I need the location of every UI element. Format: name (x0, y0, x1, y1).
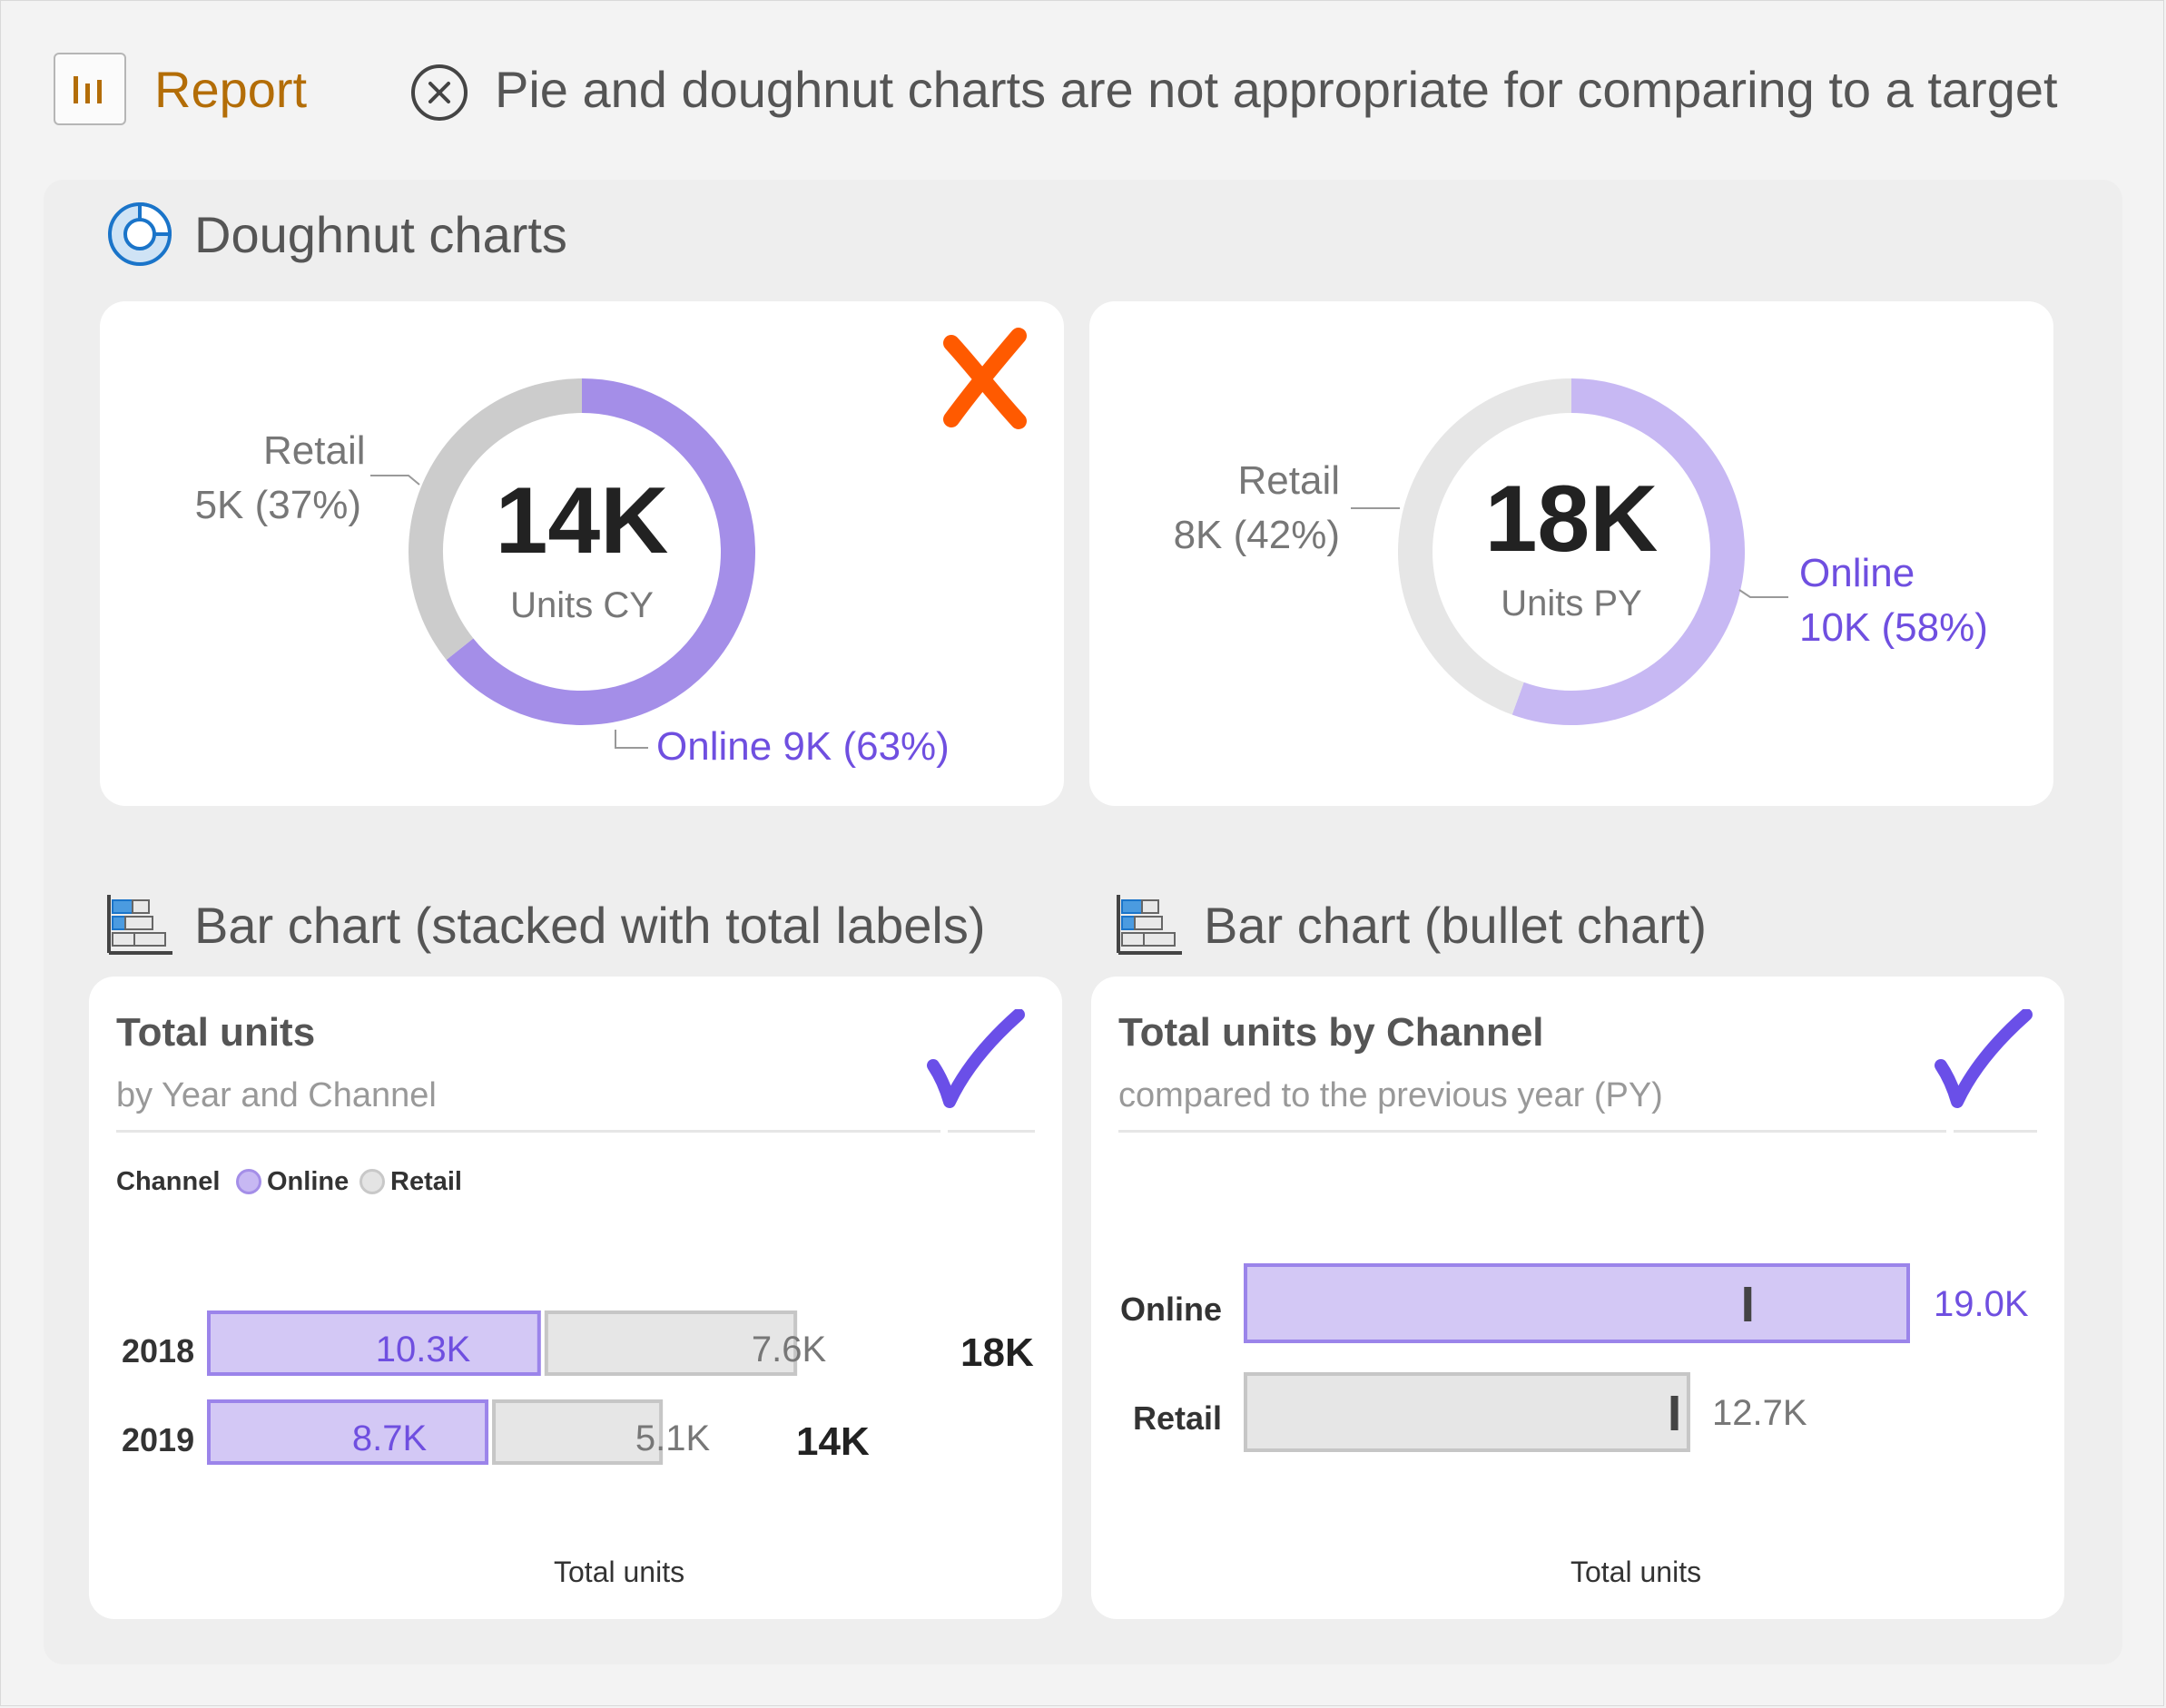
bullet-online-value-label: 19.0K (1934, 1284, 2029, 1324)
legend-retail-label[interactable]: Retail (390, 1167, 462, 1196)
donut-py-retail-value: 8K (42%) (1173, 513, 1340, 557)
stacked-legend-title: Channel (116, 1167, 221, 1196)
donut-cy-online-label: Online 9K (63%) (656, 724, 950, 769)
bar-2019-retail[interactable] (492, 1399, 664, 1465)
stacked-section-title: Bar chart (stacked with total labels) (194, 897, 986, 954)
donut-py-slice-online[interactable] (1511, 378, 1745, 725)
bullet-title-divider (1118, 1130, 1946, 1133)
bullet-axis-title: Total units (1570, 1556, 1702, 1588)
stacked-bar-chart-icon (107, 895, 172, 955)
bullet-bar-retail[interactable] (1244, 1372, 1690, 1452)
stacked-title-divider (116, 1130, 940, 1133)
bar-2019-total-label: 14K (796, 1419, 870, 1464)
donut-cy-slice-online[interactable] (446, 378, 755, 725)
donut-cy-center-label: Units CY (510, 585, 654, 625)
donut-py-online-leader (1738, 589, 1788, 598)
legend-online-label[interactable]: Online (267, 1167, 350, 1196)
bar-2018-retail[interactable] (544, 1310, 798, 1376)
donut-py-online-value: 10K (58%) (1799, 605, 1988, 650)
report-icon[interactable] (54, 53, 126, 125)
bar-2019-online[interactable] (207, 1399, 489, 1465)
doughnut-section-title: Doughnut charts (194, 206, 567, 263)
donut-cy-chart (409, 378, 755, 725)
bullet-bar-online[interactable] (1244, 1263, 1910, 1343)
stacked-bar-card[interactable] (89, 977, 1062, 1619)
bar-2018-online[interactable] (207, 1310, 541, 1376)
bullet-target-marker-retail (1670, 1396, 1679, 1430)
stacked-card-subtitle: by Year and Channel (116, 1076, 437, 1114)
bullet-section-title: Bar chart (bullet chart) (1204, 897, 1707, 954)
stacked-axis-title: Total units (554, 1556, 685, 1588)
bullet-channel-label-online: Online (1120, 1291, 1223, 1328)
donut-py-center-value: 18K (1484, 466, 1659, 572)
bar-chart-icon (74, 76, 102, 103)
stacked-title-divider-right (948, 1130, 1035, 1133)
close-circle-icon (411, 64, 468, 121)
doughnut-chart-icon (108, 201, 172, 266)
donut-cy-retail-name: Retail (263, 428, 366, 473)
bullet-bar-chart-icon (1117, 895, 1182, 955)
donut-py-chart (1398, 378, 1745, 725)
bullet-bar-plot (1244, 1263, 1910, 1452)
legend-retail-swatch (359, 1169, 385, 1194)
stacked-card-title: Total units (116, 1010, 316, 1055)
bullet-channel-label-retail: Retail (1132, 1399, 1222, 1437)
report-label[interactable]: Report (154, 61, 308, 118)
bar-2018-retail-label: 7.6K (751, 1330, 827, 1369)
header-message: Pie and doughnut charts are not appropri… (495, 61, 2058, 118)
donut-cy-retail-leader (370, 475, 420, 486)
donut-py-online-name: Online (1799, 551, 1915, 595)
bar-2018-online-label: 10.3K (375, 1330, 471, 1369)
donut-py-retail-name: Retail (1237, 458, 1341, 503)
check-mark-icon (927, 1009, 1025, 1108)
bullet-card-title: Total units by Channel (1118, 1010, 1544, 1055)
donut-cy-center-value: 14K (495, 468, 669, 574)
donut-cy-online-leader (615, 730, 648, 749)
donut-py-retail-leader (1351, 507, 1400, 509)
stacked-year-label-2019: 2019 (122, 1421, 195, 1458)
bar-2018-total-label: 18K (960, 1330, 1034, 1375)
bullet-title-divider-right (1954, 1130, 2037, 1133)
stacked-bar-plot (207, 1310, 798, 1465)
stacked-year-label-2018: 2018 (122, 1332, 195, 1369)
cross-mark-icon (943, 328, 1027, 429)
donut-py-center-label: Units PY (1501, 584, 1642, 623)
bar-2019-online-label: 8.7K (351, 1418, 428, 1458)
bullet-target-marker-online (1744, 1287, 1752, 1321)
bullet-retail-value-label: 12.7K (1712, 1393, 1807, 1433)
legend-online-swatch (236, 1169, 261, 1194)
bar-2019-retail-label: 5.1K (635, 1418, 711, 1458)
bullet-card-subtitle: compared to the previous year (PY) (1118, 1076, 1663, 1114)
donut-py-slice-retail[interactable] (1398, 378, 1572, 715)
donut-cy-slice-retail[interactable] (409, 378, 583, 661)
donut-cy-retail-value: 5K (37%) (194, 483, 361, 527)
check-mark-icon (1935, 1009, 2033, 1108)
